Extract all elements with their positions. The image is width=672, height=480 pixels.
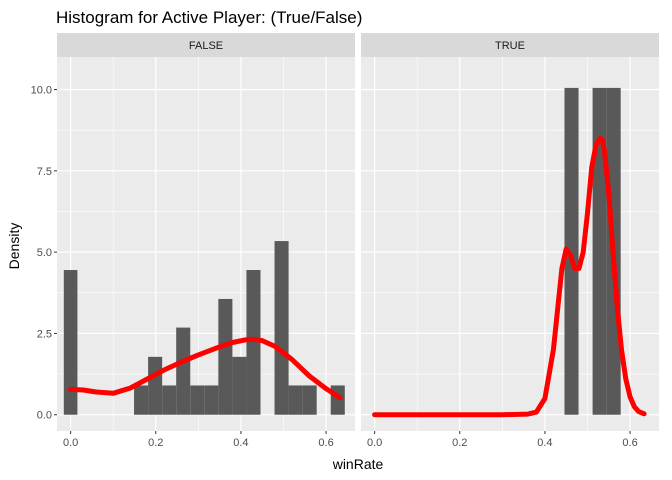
histogram-bar (330, 385, 345, 415)
chart-title: Histogram for Active Player: (True/False… (56, 8, 362, 27)
facet-strip (57, 33, 355, 57)
histogram-bar (204, 385, 219, 415)
histogram-bar (288, 385, 303, 415)
x-tick-label: 0.0 (367, 437, 382, 449)
histogram-bar (148, 356, 163, 415)
x-tick-label: 0.2 (148, 437, 163, 449)
x-axis-false-panel: 0.0 0.2 0.4 0.6 (63, 431, 334, 449)
density-curve (372, 135, 647, 418)
facet-strip-label: TRUE (495, 40, 525, 52)
histogram-bar (274, 241, 289, 415)
x-tick-label: 0.6 (318, 437, 333, 449)
facet-panels: FALSE TRUE (57, 33, 659, 431)
histogram-bar (190, 385, 205, 415)
x-tick-label: 0.4 (233, 437, 248, 449)
histogram-bar (302, 385, 317, 415)
density-curve (68, 336, 343, 401)
x-axis-title: winRate (332, 456, 384, 472)
panel-background (57, 57, 355, 431)
y-axis-title: Density (6, 223, 22, 270)
x-tick-label: 0.4 (537, 437, 552, 449)
histogram-bar (592, 87, 607, 415)
histogram-bar (63, 270, 78, 415)
histogram-bar (162, 385, 177, 415)
facet-panel-false: FALSE (57, 33, 355, 431)
histogram-bar (232, 356, 247, 415)
y-tick-label: 0.0 (37, 410, 52, 422)
histogram-bar (134, 385, 149, 415)
y-tick-label: 2.5 (37, 328, 52, 340)
facet-panel-true: TRUE (361, 33, 659, 431)
x-tick-label: 0.2 (452, 437, 467, 449)
x-axis-true-panel: 0.0 0.2 0.4 0.6 (367, 431, 638, 449)
histogram-bar (218, 298, 233, 415)
x-tick-label: 0.0 (63, 437, 78, 449)
histogram-bar (564, 87, 579, 415)
x-tick-label: 0.6 (622, 437, 637, 449)
histogram-bar (176, 327, 191, 415)
y-tick-label: 7.5 (37, 166, 52, 178)
y-tick-label: 10.0 (31, 85, 52, 97)
facet-strip-label: FALSE (189, 40, 223, 52)
facet-strip (361, 33, 659, 57)
y-tick-label: 5.0 (37, 247, 52, 259)
histogram-bar (246, 270, 261, 415)
y-axis: 0.0 2.5 5.0 7.5 10.0 (31, 85, 57, 422)
